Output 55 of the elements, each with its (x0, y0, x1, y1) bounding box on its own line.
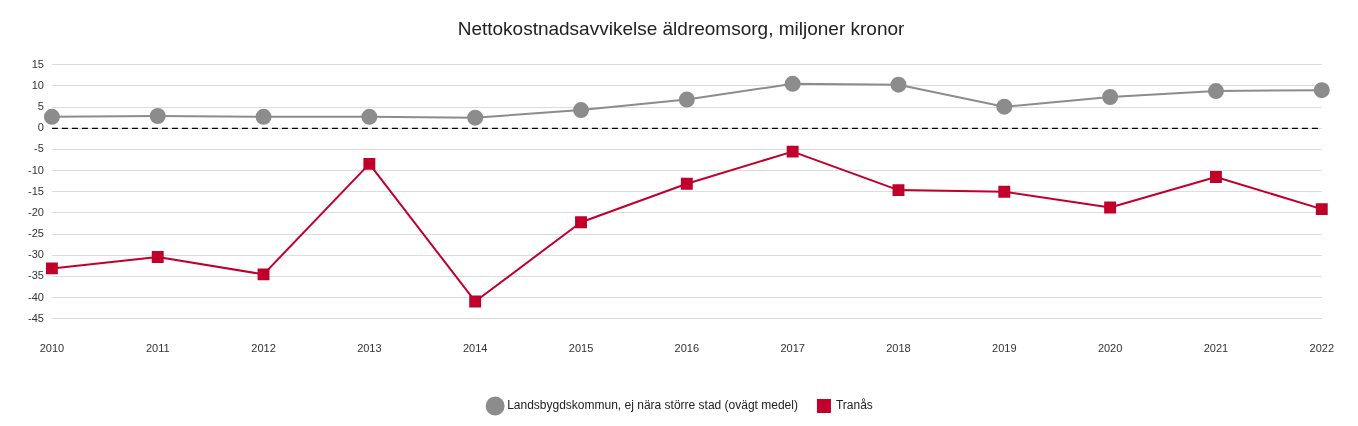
point (1209, 171, 1222, 183)
y-tick-label: -10 (27, 163, 44, 176)
y-tick-label: -5 (34, 142, 44, 155)
point (257, 268, 270, 281)
x-tick-label: 2022 (1309, 342, 1335, 355)
point (1207, 83, 1224, 100)
point (892, 184, 905, 197)
point (573, 102, 590, 119)
point (786, 145, 799, 158)
point (361, 108, 378, 125)
x-tick-label: 2012 (251, 342, 276, 355)
y-tick-label: 15 (31, 57, 44, 70)
x-tick-label: 2018 (886, 342, 911, 355)
x-tick-label: 2014 (462, 342, 488, 355)
point (43, 108, 60, 125)
x-tick-label: 2021 (1203, 342, 1229, 355)
point (1104, 201, 1117, 214)
legend-label: Landsbygdskommun, ej nära större stad (ovägt medel) (507, 398, 798, 413)
point (1102, 88, 1119, 105)
y-tick-label: -40 (27, 290, 44, 303)
y-tick-label: -20 (27, 206, 44, 218)
point (149, 108, 166, 125)
point (1315, 203, 1328, 216)
y-tick-label: 0 (37, 121, 44, 134)
x-tick-label: 2016 (674, 342, 700, 355)
point (998, 185, 1011, 198)
point (678, 91, 695, 108)
point (363, 157, 376, 170)
y-tick-label: -25 (27, 227, 44, 240)
x-tick-label: 2010 (39, 342, 65, 355)
point (469, 295, 482, 308)
point (784, 75, 801, 92)
legend-label: Tranås (835, 398, 873, 413)
y-tick-label: -45 (27, 311, 44, 324)
x-tick-label: 2017 (780, 342, 805, 355)
point (890, 76, 907, 93)
chart-title: Nettokostnadsavvikelse äldreomsorg, miljoner kronor (457, 17, 906, 39)
point (151, 251, 164, 263)
point (1313, 82, 1330, 99)
x-tick-label: 2011 (145, 342, 170, 355)
point (45, 262, 58, 275)
x-tick-label: 2013 (357, 342, 382, 355)
y-tick-label: -35 (27, 269, 44, 282)
y-tick-label: -15 (27, 184, 44, 197)
y-tick-label: 5 (37, 100, 44, 113)
x-tick-label: 2020 (1097, 342, 1123, 355)
point (680, 177, 693, 190)
y-tick-label: -30 (27, 248, 44, 261)
y-tick-label: 10 (31, 79, 44, 91)
x-tick-label: 2015 (568, 342, 594, 355)
point (996, 98, 1013, 115)
x-tick-label: 2019 (992, 342, 1017, 355)
point (575, 216, 587, 229)
point (467, 109, 484, 126)
point (255, 108, 272, 125)
